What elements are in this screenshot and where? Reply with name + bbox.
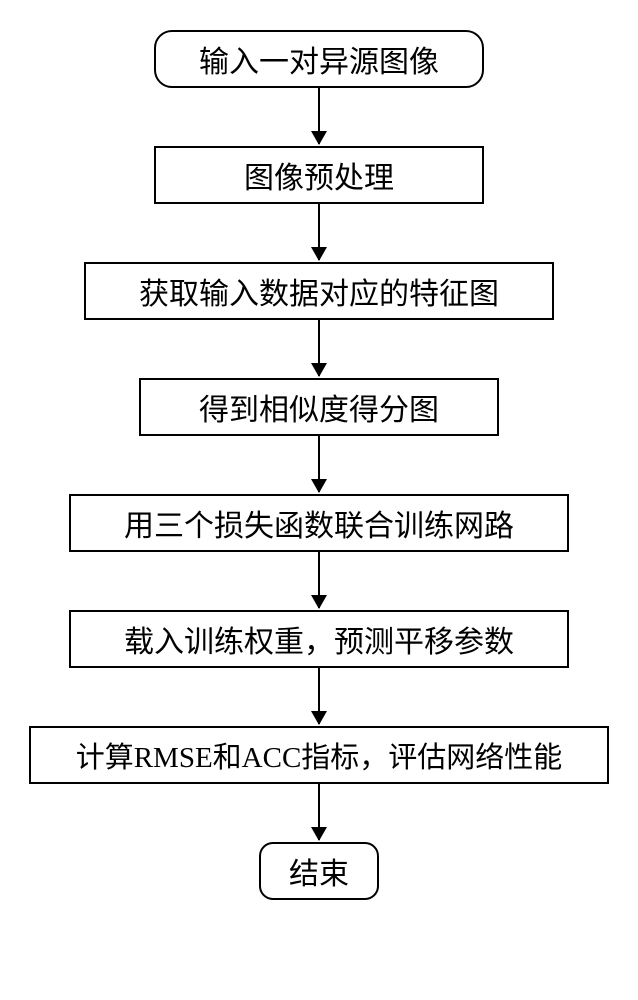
flow-node-label: 输入一对异源图像 [199, 37, 439, 81]
flow-arrow [318, 552, 320, 608]
flow-arrow [318, 668, 320, 724]
flow-node-label: 用三个损失函数联合训练网路 [124, 501, 514, 545]
flow-node-label: 计算RMSE和ACC指标，评估网络性能 [76, 734, 563, 776]
flow-node-train: 用三个损失函数联合训练网路 [69, 494, 569, 552]
flow-arrow [318, 436, 320, 492]
flow-node-preprocess: 图像预处理 [154, 146, 484, 204]
flowchart-canvas: 输入一对异源图像 图像预处理 获取输入数据对应的特征图 得到相似度得分图 用三个… [0, 0, 638, 1000]
flow-arrow [318, 784, 320, 840]
flow-arrow [318, 204, 320, 260]
flow-node-predict: 载入训练权重，预测平移参数 [69, 610, 569, 668]
flow-node-feature-map: 获取输入数据对应的特征图 [84, 262, 554, 320]
flow-node-label: 得到相似度得分图 [199, 385, 439, 429]
flow-node-label: 结束 [289, 849, 349, 893]
flow-node-label: 图像预处理 [244, 153, 394, 197]
flow-node-label: 获取输入数据对应的特征图 [139, 269, 499, 313]
flow-arrow [318, 88, 320, 144]
flow-arrow [318, 320, 320, 376]
flow-node-input: 输入一对异源图像 [154, 30, 484, 88]
flow-node-end: 结束 [259, 842, 379, 900]
flow-node-label: 载入训练权重，预测平移参数 [124, 617, 514, 661]
flow-node-evaluate: 计算RMSE和ACC指标，评估网络性能 [29, 726, 609, 784]
flow-node-similarity: 得到相似度得分图 [139, 378, 499, 436]
